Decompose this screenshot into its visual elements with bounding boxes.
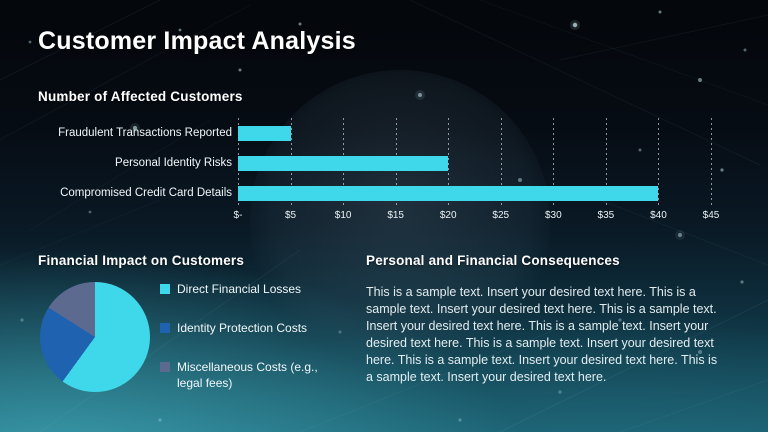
gridline [448,118,450,206]
axis-tick-label: $45 [702,210,720,221]
bar-fraudulent-transactions [238,126,291,141]
axis-tick-label: $5 [284,210,297,221]
legend-label: Identity Protection Costs [177,321,308,335]
pie-chart-heading: Financial Impact on Customers [38,253,245,268]
bar-compromised-credit-card [238,186,659,201]
axis-tick-label: $30 [544,210,562,221]
axis-tick-label: $35 [597,210,615,221]
legend-item-identity-protection-costs: Identity Protection Costs [160,320,345,336]
bar-category-label: Personal Identity Risks [115,157,232,169]
gridline [500,118,502,206]
legend-label: Direct Financial Losses [177,282,302,296]
consequences-heading: Personal and Financial Consequences [366,253,620,268]
axis-tick-label: $25 [492,210,510,221]
gridline [658,118,660,206]
bar-chart: Fraudulent Transactions Reported Persona… [38,118,720,224]
bar-category-label: Fraudulent Transactions Reported [58,127,232,139]
legend-label: Miscellaneous Costs (e.g., legal fees) [177,360,318,390]
legend-marker-icon [160,362,170,372]
axis-tick-label: $10 [334,210,352,221]
axis-tick-label: $20 [439,210,457,221]
bar-chart-heading: Number of Affected Customers [38,89,243,104]
axis-tick-label: $15 [387,210,404,221]
pie-legend: Direct Financial Losses Identity Protect… [160,281,345,391]
pie-chart [40,282,150,392]
axis-tick-label: $- [233,210,243,221]
legend-item-miscellaneous-costs: Miscellaneous Costs (e.g., legal fees) [160,359,345,391]
gridline [605,118,607,206]
bar-category-label: Compromised Credit Card Details [60,187,232,199]
consequences-body-text: This is a sample text. Insert your desir… [366,285,718,384]
axis-tick-label: $40 [650,210,667,221]
gridline [553,118,555,206]
gridline [711,118,712,206]
bar-personal-identity-risks [238,156,449,171]
legend-marker-icon [160,284,170,294]
legend-item-direct-financial-losses: Direct Financial Losses [160,281,345,297]
bar-plot-area [238,118,712,206]
legend-marker-icon [160,323,170,333]
slide-title: Customer Impact Analysis [38,27,356,55]
axis-ticks: $- $5 $10 $15 $20 $25 $30 $35 $40 $45 [234,210,720,224]
